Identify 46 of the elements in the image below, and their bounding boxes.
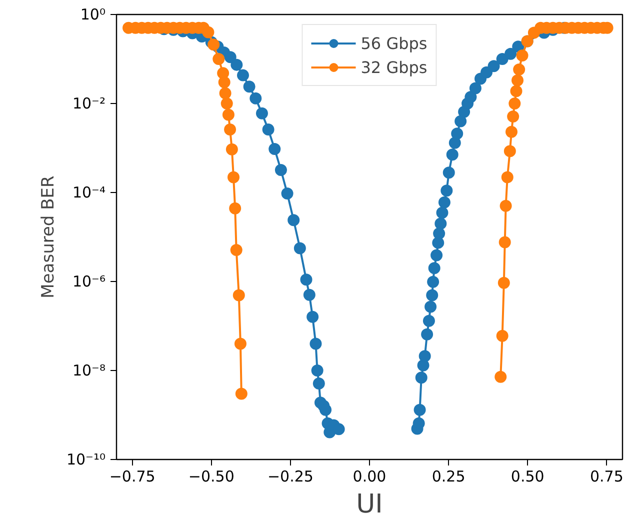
point: [220, 98, 233, 110]
y-tick-label: 10⁻²: [72, 94, 106, 112]
point: [229, 202, 242, 214]
point: [513, 64, 526, 76]
point: [512, 74, 524, 86]
x-tick-label: 0.25: [432, 468, 466, 486]
point: [226, 143, 238, 156]
y-tick-label: 10⁰: [80, 6, 106, 24]
x-tick-label: −0.75: [109, 468, 156, 486]
point: [516, 49, 528, 62]
point: [222, 108, 234, 121]
point: [500, 200, 512, 212]
point: [218, 76, 230, 88]
legend-label: 32 Gbps: [360, 58, 428, 76]
y-tick-label: 10⁻⁸: [72, 362, 106, 380]
point: [219, 87, 232, 100]
point: [507, 110, 520, 122]
x-tick-label: 0.50: [510, 468, 544, 486]
y-tick-label: 10⁻⁴: [72, 184, 106, 202]
point: [504, 145, 516, 158]
point: [235, 388, 248, 400]
point: [212, 53, 225, 65]
point: [232, 289, 245, 302]
point: [498, 236, 511, 248]
x-axis-title: UI: [356, 490, 383, 520]
y-tick-label: 10⁻¹⁰: [66, 450, 106, 468]
point: [224, 124, 236, 136]
point: [202, 26, 214, 38]
point: [228, 171, 240, 184]
point: [501, 171, 514, 184]
x-tick-label: 0.75: [590, 468, 624, 486]
x-tick-label: −0.25: [267, 468, 314, 486]
legend-label: 56 Gbps: [360, 34, 428, 52]
x-tick-label: 0.00: [352, 468, 386, 486]
point: [230, 244, 242, 256]
point: [510, 85, 522, 98]
point: [494, 370, 507, 383]
y-tick-label: 10⁻⁶: [72, 272, 106, 290]
point: [498, 276, 510, 289]
x-tick-label: −0.50: [188, 468, 234, 486]
point: [508, 98, 521, 110]
point: [234, 338, 246, 350]
y-axis-title: Measured BER: [38, 175, 58, 298]
point: [496, 330, 508, 342]
point: [505, 126, 518, 138]
point: [208, 38, 220, 51]
